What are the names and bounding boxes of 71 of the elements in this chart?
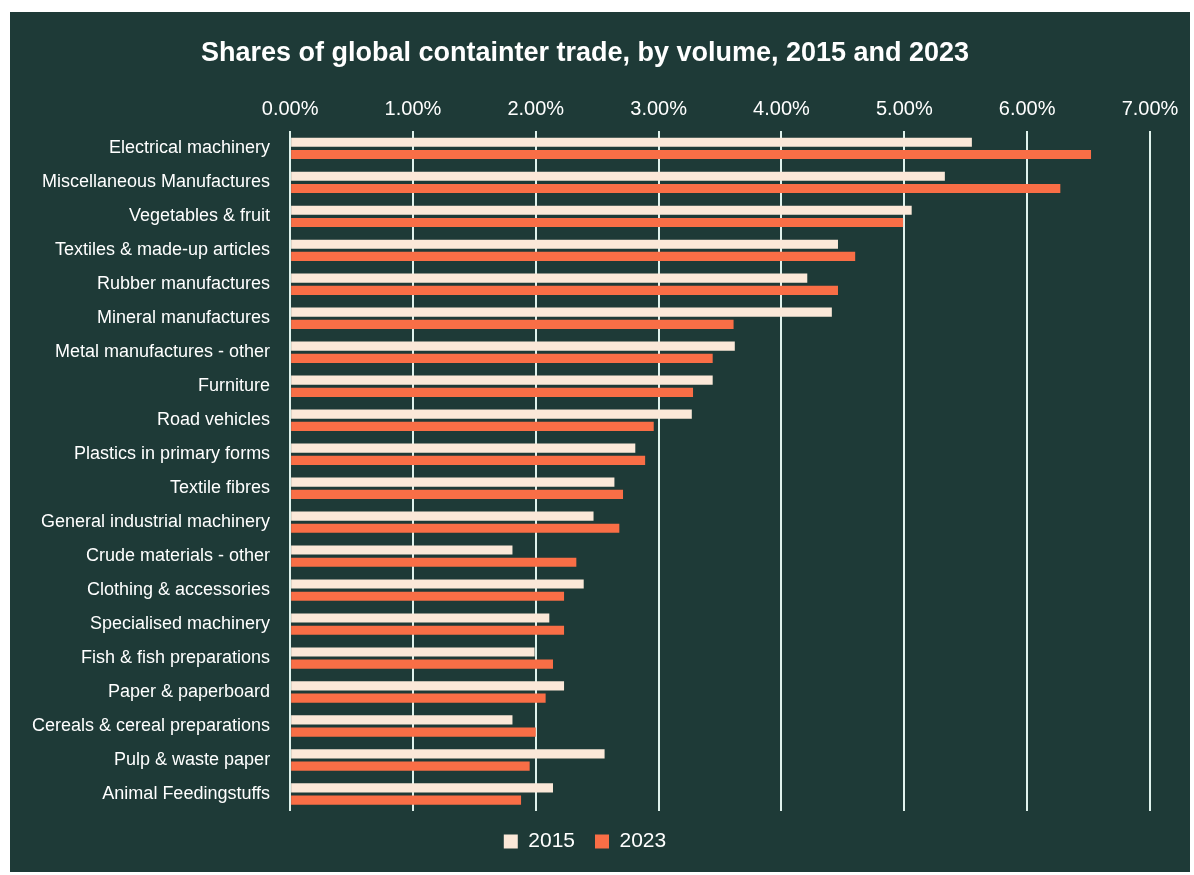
y-tick-label: Rubber manufactures: [97, 273, 271, 294]
bar: [291, 387, 694, 397]
bar: [291, 319, 734, 329]
chart-title: Shares of global containter trade, by volume, 2015 and 2023: [200, 36, 970, 67]
bar: [291, 375, 713, 385]
bar: [291, 183, 1061, 194]
y-tick-label: Road vehicles: [157, 409, 271, 430]
bar: [291, 409, 692, 419]
x-tick-label: 7.00%: [1121, 96, 1179, 119]
bar: [291, 659, 553, 669]
y-tick-label: Metal manufactures - other: [55, 341, 271, 362]
y-tick-label: Paper & paperboard: [108, 681, 271, 702]
y-tick-label: Crude materials - other: [86, 545, 271, 566]
y-tick-label: Miscellaneous Manufactures: [42, 171, 271, 192]
bar: [291, 749, 605, 759]
y-tick-label: Animal Feedingstuffs: [102, 782, 271, 803]
x-tick-label: 5.00%: [875, 96, 933, 119]
bar: [291, 307, 832, 317]
bar: [291, 727, 536, 737]
bar: [291, 285, 838, 296]
bar: [291, 137, 972, 147]
legend-label: 2023: [619, 828, 667, 852]
bar: [291, 149, 1092, 160]
y-tick-label: Textile fibres: [170, 477, 271, 498]
bar: [291, 205, 912, 215]
y-tick-label: Pulp & waste paper: [114, 749, 271, 769]
bar: [291, 273, 808, 283]
bar: [291, 613, 550, 623]
bar: [291, 545, 513, 555]
bar: [291, 579, 584, 589]
y-tick-label: Furniture: [198, 375, 271, 396]
bar: [291, 455, 646, 465]
x-tick-label: 6.00%: [998, 96, 1056, 119]
x-tick-label: 2.00%: [507, 96, 565, 119]
bar: [291, 251, 856, 262]
bar: [291, 681, 565, 691]
bar: [291, 625, 565, 635]
bar: [291, 443, 636, 453]
legend-label: 2015: [528, 828, 575, 852]
y-tick-label: General industrial machinery: [41, 511, 271, 532]
bar: [291, 761, 530, 771]
y-tick-label: Electrical machinery: [109, 137, 271, 158]
bar: [291, 557, 577, 567]
bar: [291, 647, 535, 657]
bar: [291, 353, 713, 363]
x-tick-label: 3.00%: [630, 96, 688, 119]
y-tick-label: Textiles & made-up articles: [55, 239, 271, 260]
y-tick-label: Vegetables & fruit: [129, 205, 271, 226]
y-tick-label: Mineral manufactures: [97, 307, 271, 328]
y-tick-label: Cereals & cereal preparations: [32, 715, 271, 736]
x-tick-label: 4.00%: [753, 96, 811, 119]
bar: [291, 239, 838, 249]
bar: [291, 795, 522, 805]
bar: [291, 341, 735, 351]
y-tick-label: Clothing & accessories: [87, 579, 271, 600]
bar: [291, 591, 565, 601]
bar: [291, 693, 546, 703]
bar: [291, 421, 654, 431]
x-tick-label: 1.00%: [384, 96, 442, 119]
bar: [291, 523, 620, 533]
bar: [291, 511, 594, 521]
bar: [291, 217, 904, 228]
bar: [291, 477, 615, 487]
x-tick-label: 0.00%: [261, 96, 319, 119]
bar: [291, 715, 513, 725]
y-tick-label: Plastics in primary forms: [74, 443, 271, 464]
bar: [291, 171, 945, 181]
bar: [291, 783, 553, 793]
y-tick-label: Fish & fish preparations: [81, 647, 271, 668]
bar: [291, 489, 624, 499]
y-tick-label: Specialised machinery: [90, 613, 271, 634]
